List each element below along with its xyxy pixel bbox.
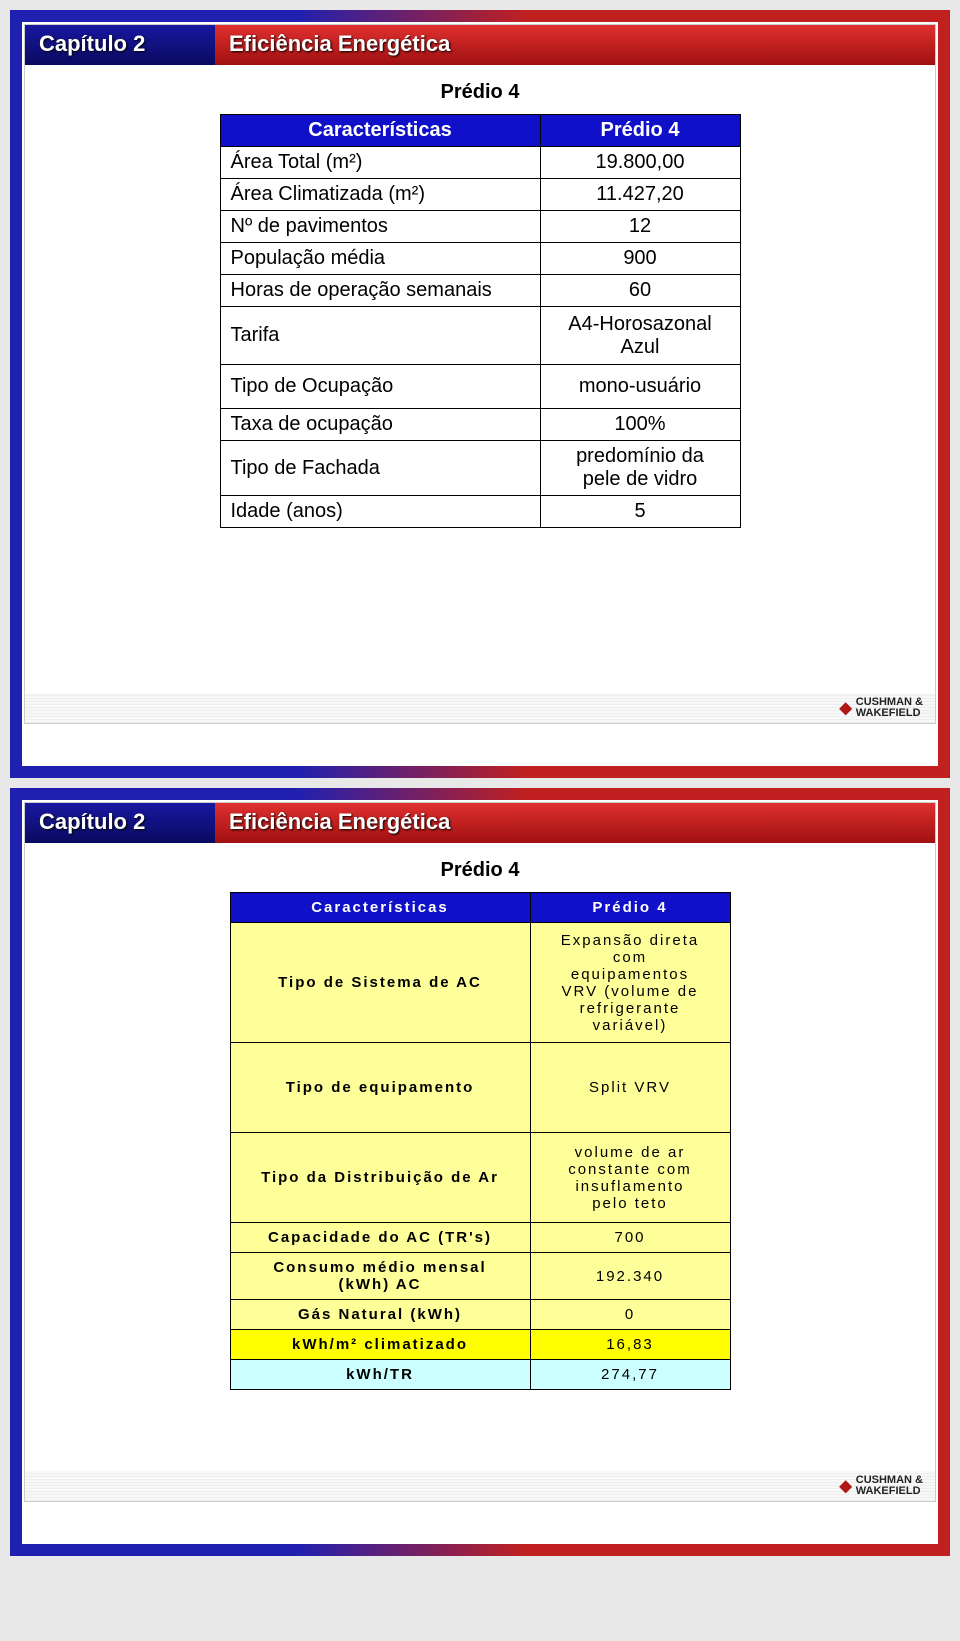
ac-table: Características Prédio 4 Tipo de Sistema… (230, 892, 731, 1390)
slide-footer: ◆ CUSHMAN & WAKEFIELD (25, 1471, 935, 1501)
slide-title: Eficiência Energética (215, 25, 935, 65)
table-row: kWh/TR274,77 (230, 1360, 730, 1390)
th-predio: Prédio 4 (540, 115, 740, 147)
slide-header: Capítulo 2 Eficiência Energética (25, 25, 935, 65)
table-row: kWh/m² climatizado16,83 (230, 1330, 730, 1360)
table-header-row: Características Prédio 4 (230, 893, 730, 923)
logo-text: CUSHMAN & WAKEFIELD (856, 697, 923, 719)
slide-footer: ◆ CUSHMAN & WAKEFIELD (25, 693, 935, 723)
row-label: Tipo de Sistema de AC (230, 923, 530, 1043)
row-value: 12 (540, 211, 740, 243)
table-row: Taxa de ocupação100% (220, 409, 740, 441)
row-label: Tipo de Ocupação (220, 365, 540, 409)
logo-icon: ◆ (839, 698, 851, 718)
row-value: 192.340 (530, 1253, 730, 1300)
table-row: Nº de pavimentos12 (220, 211, 740, 243)
th-caracteristicas: Características (230, 893, 530, 923)
th-caracteristicas: Características (220, 115, 540, 147)
row-label: Nº de pavimentos (220, 211, 540, 243)
table-row: Área Climatizada (m²)11.427,20 (220, 179, 740, 211)
row-value: A4-HorosazonalAzul (540, 307, 740, 365)
row-label: kWh/m² climatizado (230, 1330, 530, 1360)
table-header-row: Características Prédio 4 (220, 115, 740, 147)
slide-subtitle: Prédio 4 (25, 859, 935, 882)
logo-icon: ◆ (839, 1476, 851, 1496)
logo-line2: WAKEFIELD (856, 1485, 921, 1497)
row-label: Área Climatizada (m²) (220, 179, 540, 211)
table-row: Tipo de Fachadapredomínio dapele de vidr… (220, 441, 740, 496)
row-label: Capacidade do AC (TR's) (230, 1223, 530, 1253)
row-label: Área Total (m²) (220, 147, 540, 179)
th-predio: Prédio 4 (530, 893, 730, 923)
row-label: Tipo de Fachada (220, 441, 540, 496)
table-row: Consumo médio mensal(kWh) AC192.340 (230, 1253, 730, 1300)
row-value: Split VRV (530, 1043, 730, 1133)
brand-logo: ◆ CUSHMAN & WAKEFIELD (839, 697, 923, 719)
table-row: Idade (anos)5 (220, 496, 740, 528)
row-label: Tipo de equipamento (230, 1043, 530, 1133)
row-value: mono-usuário (540, 365, 740, 409)
row-label: Consumo médio mensal(kWh) AC (230, 1253, 530, 1300)
slide-2-inner: Capítulo 2 Eficiência Energética Prédio … (24, 802, 936, 1502)
logo-text: CUSHMAN & WAKEFIELD (856, 1475, 923, 1497)
table-row: População média900 (220, 243, 740, 275)
row-label: Idade (anos) (220, 496, 540, 528)
row-value: Expansão diretacomequipamentosVRV (volum… (530, 923, 730, 1043)
row-label: kWh/TR (230, 1360, 530, 1390)
row-label: Tipo da Distribuição de Ar (230, 1133, 530, 1223)
slide-header: Capítulo 2 Eficiência Energética (25, 803, 935, 843)
table-row: Tipo de Sistema de ACExpansão diretacome… (230, 923, 730, 1043)
slide-1: Capítulo 2 Eficiência Energética Prédio … (10, 10, 950, 778)
slide-2: Capítulo 2 Eficiência Energética Prédio … (10, 788, 950, 1556)
row-label: Taxa de ocupação (220, 409, 540, 441)
slide-subtitle: Prédio 4 (25, 81, 935, 104)
row-value: 5 (540, 496, 740, 528)
chapter-label: Capítulo 2 (25, 25, 215, 65)
row-label: Horas de operação semanais (220, 275, 540, 307)
logo-line2: WAKEFIELD (856, 707, 921, 719)
row-value: 19.800,00 (540, 147, 740, 179)
table-row: Tipo de Ocupaçãomono-usuário (220, 365, 740, 409)
row-label: População média (220, 243, 540, 275)
table-row: TarifaA4-HorosazonalAzul (220, 307, 740, 365)
brand-logo: ◆ CUSHMAN & WAKEFIELD (839, 1475, 923, 1497)
table-row: Horas de operação semanais60 (220, 275, 740, 307)
row-label: Gás Natural (kWh) (230, 1300, 530, 1330)
slide-1-inner: Capítulo 2 Eficiência Energética Prédio … (24, 24, 936, 724)
row-value: 60 (540, 275, 740, 307)
row-value: 700 (530, 1223, 730, 1253)
row-value: 274,77 (530, 1360, 730, 1390)
slide-title: Eficiência Energética (215, 803, 935, 843)
row-value: 16,83 (530, 1330, 730, 1360)
table-row: Capacidade do AC (TR's)700 (230, 1223, 730, 1253)
row-value: predomínio dapele de vidro (540, 441, 740, 496)
characteristics-table: Características Prédio 4 Área Total (m²)… (220, 114, 741, 528)
row-value: 11.427,20 (540, 179, 740, 211)
chapter-label: Capítulo 2 (25, 803, 215, 843)
row-value: volume de arconstante cominsuflamentopel… (530, 1133, 730, 1223)
row-value: 100% (540, 409, 740, 441)
table-row: Gás Natural (kWh)0 (230, 1300, 730, 1330)
table-row: Tipo da Distribuição de Arvolume de arco… (230, 1133, 730, 1223)
row-value: 0 (530, 1300, 730, 1330)
table-row: Tipo de equipamentoSplit VRV (230, 1043, 730, 1133)
row-value: 900 (540, 243, 740, 275)
row-label: Tarifa (220, 307, 540, 365)
table-row: Área Total (m²)19.800,00 (220, 147, 740, 179)
